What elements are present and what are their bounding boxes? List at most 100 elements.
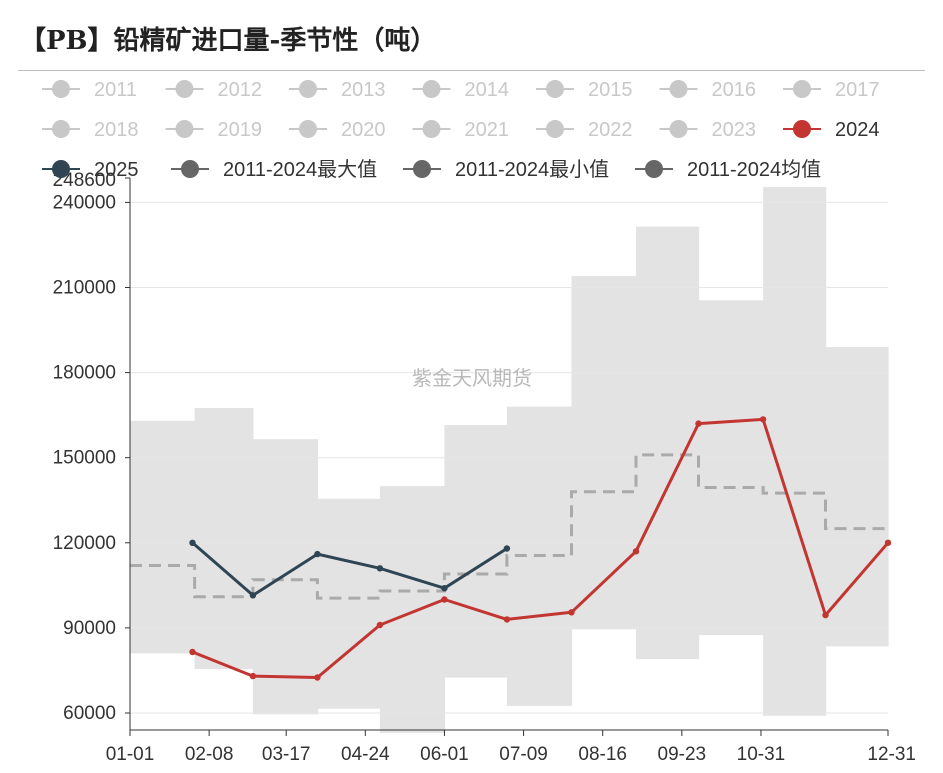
- y-tick-label: 240000: [53, 192, 116, 213]
- legend-item-2011[interactable]: 2011: [42, 79, 137, 101]
- series-point-2024: [376, 621, 384, 629]
- y-tick-label: 120000: [53, 533, 116, 554]
- legend-item-2024[interactable]: 2024: [783, 119, 880, 141]
- legend-item-2020[interactable]: 2020: [289, 119, 386, 141]
- legend-label: 2011-2024最小值: [455, 158, 609, 181]
- axes: 60000 90000 120000 150000 180000 210000 240000…: [53, 170, 916, 765]
- series-line-2025: [191, 541, 508, 597]
- band-segment: [698, 300, 764, 635]
- band-segment: [194, 408, 254, 669]
- series-line-2024: [191, 417, 890, 679]
- series-point-2024: [503, 616, 511, 623]
- y-tick-label: 180000: [53, 363, 116, 384]
- legend-item-2023[interactable]: 2023: [659, 119, 757, 141]
- legend-marker: [52, 80, 70, 98]
- series-point-2025: [314, 550, 321, 558]
- x-tick-label: 09-23: [658, 744, 707, 765]
- y-tick-label: 210000: [53, 277, 116, 298]
- x-tick-label: 10-31: [737, 744, 786, 765]
- legend-marker: [422, 80, 441, 98]
- y-max-label: 248600: [53, 170, 116, 191]
- legend-marker: [793, 120, 811, 138]
- legend-item-2011-2024均值[interactable]: 2011-2024均值: [635, 158, 821, 181]
- series-point-2024: [249, 672, 257, 680]
- legend-label: 2021: [465, 119, 510, 141]
- legend-item-2018[interactable]: 2018: [42, 119, 139, 141]
- legend-marker: [793, 80, 811, 98]
- band-segment: [317, 498, 381, 709]
- series-point-2025: [249, 592, 257, 599]
- legend-label: 2018: [94, 119, 139, 141]
- legend-item-2016[interactable]: 2016: [659, 79, 757, 101]
- series-point-2024: [632, 548, 640, 555]
- legend-marker: [669, 120, 688, 138]
- legend-item-2021[interactable]: 2021: [412, 119, 510, 141]
- x-tick-label: 03-17: [262, 744, 311, 765]
- series-point-2024: [568, 609, 575, 616]
- legend-item-2011-2024最大值[interactable]: 2011-2024最大值: [171, 158, 377, 181]
- legend-marker: [181, 160, 199, 178]
- legend-marker: [175, 80, 194, 98]
- legend-label: 2015: [588, 79, 633, 101]
- series-lines: [189, 416, 892, 681]
- legend-item-2015[interactable]: 2015: [536, 79, 633, 101]
- legend-label: 2011: [94, 79, 137, 101]
- legend-marker: [546, 120, 564, 138]
- legend-item-2011-2024最小值[interactable]: 2011-2024最小值: [403, 158, 609, 181]
- x-tick-label: 01-01: [106, 744, 155, 765]
- legend-label: 2025: [94, 159, 139, 181]
- band-segment: [571, 276, 637, 630]
- legend-label: 2020: [341, 119, 386, 141]
- x-tick-label: 06-01: [420, 744, 469, 765]
- band-segment: [825, 347, 889, 647]
- x-tick-label: 08-16: [578, 744, 627, 765]
- legend-item-2012[interactable]: 2012: [165, 79, 263, 101]
- mean-step-path: [130, 453, 888, 600]
- legend-item-2013[interactable]: 2013: [289, 79, 386, 101]
- legend-marker: [413, 160, 431, 178]
- x-tick-label: 12-31: [867, 744, 916, 765]
- legend[interactable]: 2011 2012 2013 2014 2015 2016 2017 2018 2019 2020…: [42, 79, 880, 181]
- series-point-2025: [376, 565, 384, 572]
- y-tick-label: 90000: [63, 618, 116, 639]
- legend-marker: [52, 120, 70, 138]
- x-tick-label: 02-08: [185, 744, 234, 765]
- legend-item-2019[interactable]: 2019: [165, 119, 263, 141]
- series-point-2024: [441, 596, 448, 603]
- legend-item-2017[interactable]: 2017: [783, 79, 880, 101]
- series-point-2024: [759, 416, 767, 423]
- legend-label: 2012: [218, 79, 263, 101]
- legend-marker: [175, 120, 194, 138]
- series-point-2025: [503, 545, 511, 552]
- legend-item-2014[interactable]: 2014: [412, 79, 510, 101]
- series-point-2024: [314, 674, 321, 681]
- legend-marker: [299, 80, 317, 98]
- series-point-2024: [884, 539, 892, 546]
- legend-marker: [669, 80, 688, 98]
- legend-item-2025[interactable]: 2025: [42, 159, 139, 181]
- legend-label: 2011-2024最大值: [223, 158, 377, 181]
- x-tick-label: 04-24: [341, 744, 390, 765]
- legend-marker: [546, 80, 564, 98]
- series-point-2025: [441, 585, 448, 592]
- band-segment: [379, 486, 446, 733]
- y-tick-label: 60000: [63, 703, 116, 724]
- series-point-2024: [189, 648, 196, 656]
- legend-label: 2023: [712, 119, 757, 141]
- legend-label: 2017: [835, 79, 880, 101]
- chart-title: 【PB】铅精矿进口量-季节性（吨）: [20, 26, 437, 56]
- title-divider: [18, 70, 925, 71]
- legend-marker: [52, 160, 70, 178]
- legend-label: 2022: [588, 119, 633, 141]
- series-point-2025: [189, 539, 196, 546]
- y-tick-label: 150000: [53, 448, 116, 469]
- legend-marker: [645, 160, 663, 178]
- band-segment: [130, 420, 196, 654]
- x-tick-label: 07-09: [499, 744, 548, 765]
- legend-label: 2016: [712, 79, 757, 101]
- legend-item-2022[interactable]: 2022: [536, 119, 633, 141]
- series-point-2024: [822, 611, 829, 619]
- legend-label: 2013: [341, 79, 386, 101]
- series-point-2024: [695, 420, 702, 427]
